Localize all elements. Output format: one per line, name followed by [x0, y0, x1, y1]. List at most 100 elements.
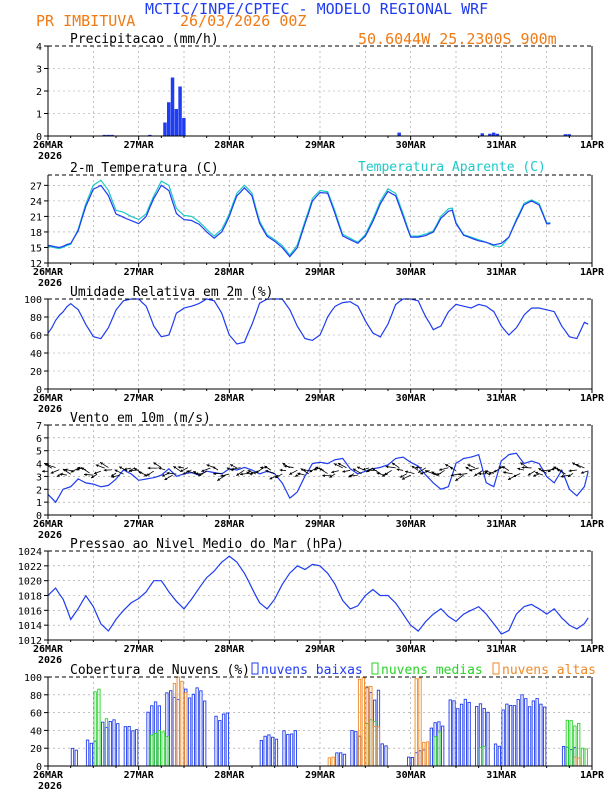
bar-precip: [567, 134, 571, 136]
cloud-bar-0: [539, 703, 543, 767]
cloud-bar-1: [165, 736, 169, 767]
xtick-label: 30MAR: [396, 267, 427, 278]
cloud-bar-0: [135, 729, 139, 767]
wind-arrowhead: [556, 469, 560, 472]
xtick-label: 29MAR: [305, 140, 336, 151]
xtick-label: 29MAR: [305, 770, 336, 781]
xtick-label: 27MAR: [124, 393, 155, 404]
cloud-bar-1: [437, 731, 441, 767]
wind-arrowhead: [319, 468, 323, 471]
header-title: MCTIC/INPE/CPTEC - MODELO REGIONAL WRF: [145, 0, 488, 18]
wind-arrowhead: [283, 464, 287, 468]
cloud-bar-0: [561, 746, 566, 767]
wind-arrowhead: [458, 472, 462, 476]
cloud-bar-0: [339, 752, 343, 767]
header-coords: 50.6044W 25.2300S 900m: [358, 30, 557, 48]
cloud-bar-0: [410, 757, 415, 767]
cloud-bar-2: [373, 725, 377, 767]
wind-arrowhead: [331, 470, 335, 474]
xtick-label: 31MAR: [486, 644, 517, 655]
cloud-bar-0: [516, 699, 520, 767]
cloud-bar-0: [70, 747, 75, 767]
wind-arrowhead: [144, 473, 148, 477]
xtick-label: 29MAR: [305, 644, 336, 655]
ytick-label: 1024: [18, 547, 42, 558]
wind-arrowhead: [153, 462, 157, 466]
cloud-bar-1: [584, 748, 588, 767]
wind-arrowhead: [493, 469, 497, 473]
wind-arrowhead: [498, 465, 502, 469]
ytick-label: 100: [24, 673, 42, 684]
xtick-label: 31MAR: [486, 770, 517, 781]
wind-arrowhead: [415, 466, 418, 469]
xtick-label: 26MAR: [33, 644, 64, 655]
xtick-label: 30MAR: [396, 770, 427, 781]
cloud-bar-2: [365, 686, 369, 767]
ytick-label: 1014: [18, 621, 42, 632]
wind-arrowhead: [405, 470, 408, 474]
year-label: 2026: [38, 655, 62, 666]
xtick-label: 26MAR: [33, 770, 64, 781]
ytick-label: 80: [30, 313, 42, 324]
wind-arrowhead: [186, 470, 190, 474]
bar-precip: [488, 133, 492, 136]
wind-arrowhead: [513, 474, 517, 478]
series-line-temp-0: [47, 179, 551, 257]
cloud-bar-0: [267, 734, 271, 767]
wind-arrowhead: [119, 466, 123, 470]
cloud-bar-0: [286, 733, 290, 767]
cloud-bar-1: [565, 719, 569, 767]
series-line-pressure-0: [47, 555, 589, 635]
wind-arrowhead: [300, 468, 304, 472]
wind-arrowhead: [182, 471, 186, 475]
xtick-label: 1APR: [580, 770, 605, 781]
wind-arrowhead: [206, 464, 210, 467]
wind-arrowhead: [269, 476, 273, 480]
xtick-label: 28MAR: [214, 393, 245, 404]
ytick-label: 20: [30, 744, 42, 755]
bar-precip: [491, 132, 496, 136]
wind-arrowhead: [432, 472, 436, 476]
header-location: PR IMBITUVA: [36, 12, 135, 30]
xtick-label: 26MAR: [33, 519, 64, 530]
wind-arrowhead: [575, 463, 579, 467]
wind-arrowhead: [485, 470, 488, 473]
cloud-bar-2: [573, 756, 577, 767]
xtick-label: 27MAR: [124, 267, 155, 278]
ytick-label: 2: [36, 485, 42, 496]
legend-swatch: [492, 662, 500, 675]
cloud-bar-2: [361, 677, 365, 767]
wind-arrowhead: [431, 471, 435, 475]
wind-arrowhead: [114, 469, 118, 473]
cloud-bar-0: [497, 745, 501, 767]
bar-precip: [102, 134, 107, 136]
panel-temp: 12 15 18 21 24 27 26MAR 27MAR 28MAR 29MAR 30MAR 31M…: [30, 160, 605, 289]
cloud-bar-0: [520, 694, 524, 767]
wind-arrowhead: [342, 469, 346, 473]
cloud-bar-0: [85, 739, 90, 767]
wind-arrowhead: [124, 467, 127, 471]
wind-arrowhead: [503, 471, 506, 474]
cloud-bar-0: [271, 736, 275, 767]
bar-precip: [167, 102, 171, 136]
panel-title: Umidade Relativa em 2m (%): [70, 285, 274, 300]
ytick-label: 5: [36, 447, 42, 458]
wind-arrowhead: [133, 468, 137, 471]
cloud-bar-0: [203, 700, 207, 767]
wind-arrowhead: [264, 465, 268, 469]
xtick-label: 31MAR: [486, 393, 517, 404]
bar-precip: [163, 122, 167, 136]
wind-arrowhead: [348, 474, 352, 478]
legend-apparent: Temperatura Aparente (C): [358, 160, 546, 175]
legend-label: nuvens baixas: [261, 663, 363, 678]
wind-arrowhead: [381, 474, 385, 477]
wind-arrowhead: [226, 467, 230, 471]
cloud-bar-2: [577, 757, 581, 767]
bar-precip: [178, 86, 182, 136]
ytick-label: 20: [30, 367, 42, 378]
xtick-label: 31MAR: [486, 519, 517, 530]
panel-title: 2-m Temperatura (C): [70, 161, 219, 176]
wind-arrowhead: [275, 475, 279, 479]
bar-precip: [397, 132, 401, 136]
wind-arrowhead: [450, 467, 454, 470]
